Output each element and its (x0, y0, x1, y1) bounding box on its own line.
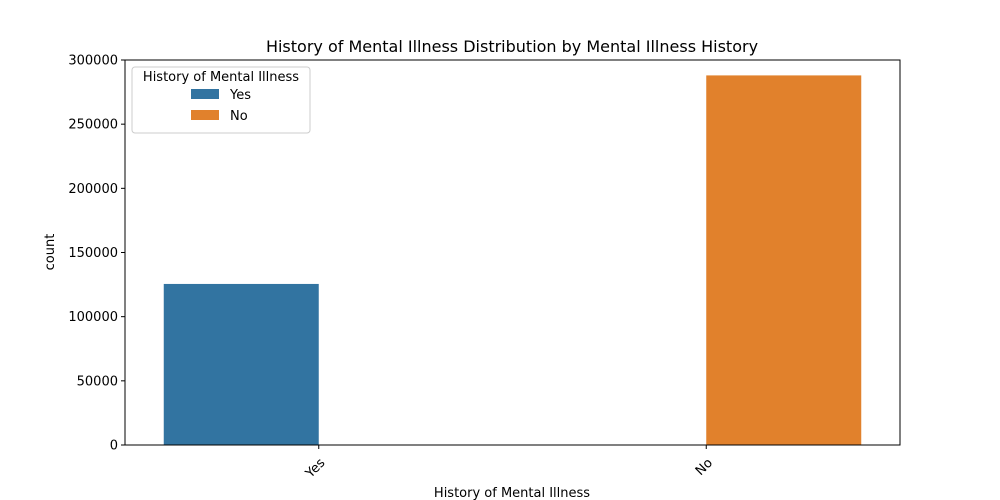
y-tick-label: 250000 (68, 118, 118, 133)
bars-group (163, 75, 862, 446)
y-axis: 0 50000 100000 150000 200000 250000 300000 (68, 54, 125, 454)
legend-title: History of Mental Illness (143, 70, 299, 85)
y-axis-label: count (43, 234, 58, 271)
legend-swatch-no (191, 110, 219, 120)
legend-label-yes: Yes (229, 88, 251, 103)
y-tick-label: 50000 (77, 374, 118, 389)
bar-yes-yes (163, 283, 319, 445)
x-axis: Yes No (302, 445, 716, 482)
y-tick-label: 0 (110, 439, 118, 454)
legend-frame (131, 66, 311, 134)
legend-swatch-yes (191, 89, 219, 99)
y-tick-label: 100000 (68, 310, 118, 325)
legend-label-no: No (230, 109, 248, 124)
y-tick-label: 300000 (68, 54, 118, 69)
y-tick-label: 150000 (68, 246, 118, 261)
x-tick-label: No (693, 456, 716, 479)
chart-title: History of Mental Illness Distribution b… (266, 37, 758, 56)
x-axis-label: History of Mental Illness (434, 486, 590, 500)
legend: History of Mental Illness Yes No (131, 66, 311, 134)
bar-no-no (706, 75, 862, 446)
x-tick-label: Yes (302, 456, 328, 482)
y-tick-label: 200000 (68, 182, 118, 197)
